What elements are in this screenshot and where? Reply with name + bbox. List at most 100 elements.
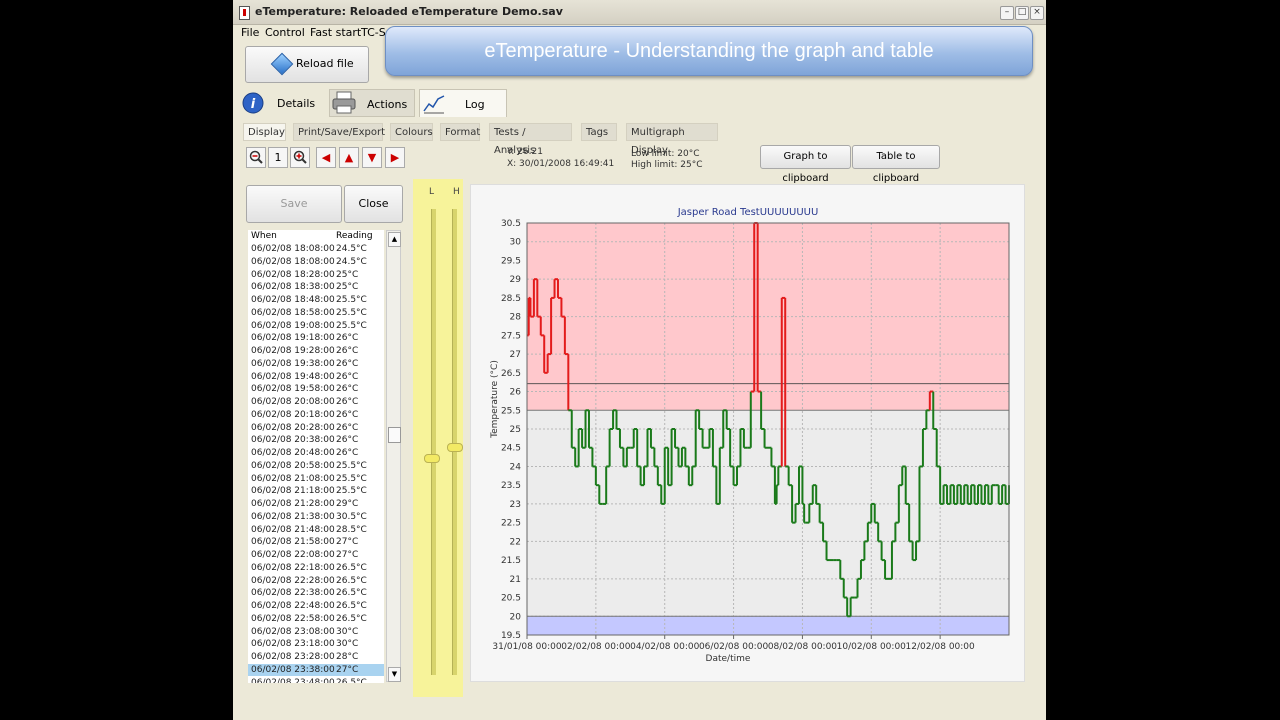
table-row[interactable]: 06/02/08 19:28:00 26°C — [248, 345, 384, 357]
low-limit-slider-handle[interactable] — [424, 454, 440, 463]
table-row[interactable]: 06/02/08 19:58:00 26°C — [248, 383, 384, 395]
subtab-print-save-export[interactable]: Print/Save/Export — [293, 123, 385, 141]
cell-when: 06/02/08 19:48:00 — [251, 371, 335, 382]
zoom-reset-button[interactable]: 1 — [268, 147, 288, 168]
pan-right-button[interactable]: ▶ — [385, 147, 405, 168]
table-row[interactable]: 06/02/08 22:58:00 26.5°C — [248, 613, 384, 625]
temperature-chart[interactable]: 19.5 20 20.5 21 21.5 22 22.5 23 23.5 24 24.5 25 25.5… — [471, 185, 1024, 681]
table-row[interactable]: 06/02/08 20:08:00 26°C — [248, 396, 384, 408]
x-tick-label: 10/02/08 00:00 — [837, 642, 906, 652]
table-row[interactable]: 06/02/08 19:38:00 26°C — [248, 358, 384, 370]
table-row[interactable]: 06/02/08 22:28:00 26.5°C — [248, 575, 384, 587]
x-axis-label: Date/time — [706, 654, 751, 664]
table-row[interactable]: 06/02/08 21:28:00 29°C — [248, 498, 384, 510]
table-row[interactable]: 06/02/08 23:28:00 28°C — [248, 651, 384, 663]
table-row[interactable]: 06/02/08 23:38:00 27°C — [248, 663, 384, 676]
table-row[interactable]: 06/02/08 19:48:00 26°C — [248, 371, 384, 383]
cell-reading: 27°C — [336, 664, 359, 675]
menu-tc-s[interactable]: TC-S — [361, 26, 386, 39]
table-row[interactable]: 06/02/08 21:08:00 25.5°C — [248, 473, 384, 485]
menu-fast-start[interactable]: Fast start — [310, 26, 362, 39]
close-window-button[interactable]: × — [1030, 6, 1044, 20]
subtab-tests-analysis[interactable]: Tests / Analysis — [489, 123, 572, 156]
table-row[interactable]: 06/02/08 20:48:00 26°C — [248, 447, 384, 459]
high-limit-track[interactable] — [452, 209, 457, 675]
readings-table[interactable]: 06/02/08 18:08:00 24.5°C 06/02/08 18:08:00… — [248, 243, 384, 683]
table-row[interactable]: 06/02/08 21:58:00 27°C — [248, 536, 384, 548]
zoom-out-button[interactable] — [246, 147, 266, 168]
pan-down-button[interactable]: ▼ — [362, 147, 382, 168]
y-tick-label: 26 — [510, 388, 522, 398]
subtab-tags[interactable]: Tags — [581, 123, 617, 141]
high-limit-readout: High limit: 25°C — [631, 160, 703, 170]
cell-reading: 24.5°C — [336, 256, 367, 267]
zoom-out-icon — [249, 150, 263, 164]
table-row[interactable]: 06/02/08 20:18:00 26°C — [248, 409, 384, 421]
cell-reading: 25.5°C — [336, 295, 367, 305]
table-row[interactable]: 06/02/08 21:38:00 30.5°C — [248, 511, 384, 523]
cell-reading: 26.5°C — [336, 601, 367, 611]
table-row[interactable]: 06/02/08 18:48:00 25.5°C — [248, 294, 384, 306]
cell-reading: 25.5°C — [336, 486, 367, 497]
subtab-display[interactable]: Display — [243, 123, 286, 141]
zoom-in-button[interactable] — [290, 147, 310, 168]
table-row[interactable]: 06/02/08 18:58:00 25.5°C — [248, 307, 384, 319]
table-row[interactable]: 06/02/08 18:28:00 25°C — [248, 269, 384, 281]
tab-actions[interactable]: Actions — [329, 89, 415, 117]
readings-scrollbar[interactable]: ▲ ▼ — [386, 230, 401, 682]
y-tick-label: 21 — [510, 575, 521, 585]
table-row[interactable]: 06/02/08 22:48:00 26.5°C — [248, 600, 384, 612]
scroll-thumb[interactable] — [388, 427, 401, 443]
y-tick-label: 21.5 — [501, 556, 521, 566]
table-row[interactable]: 06/02/08 20:38:00 26°C — [248, 434, 384, 446]
cell-reading: 27°C — [336, 537, 359, 548]
close-button[interactable]: Close — [344, 185, 403, 223]
cell-reading: 28°C — [336, 652, 359, 662]
low-limit-slider-label: L — [429, 187, 435, 197]
x-tick-label: 04/02/08 00:00 — [630, 642, 699, 652]
tab-details[interactable]: i Details — [237, 89, 327, 117]
table-to-clipboard-button[interactable]: Table to clipboard — [852, 145, 940, 184]
header-when[interactable]: When — [251, 231, 277, 241]
table-row[interactable]: 06/02/08 21:48:00 28.5°C — [248, 524, 384, 536]
table-row[interactable]: 06/02/08 21:18:00 25.5°C — [248, 485, 384, 497]
subtab-multigraph-display[interactable]: Multigraph Display — [626, 123, 718, 156]
cell-reading: 26°C — [336, 435, 359, 446]
low-limit-track[interactable] — [431, 209, 436, 675]
subtab-colours[interactable]: Colours — [390, 123, 433, 141]
cell-when: 06/02/08 21:18:00 — [251, 486, 335, 497]
table-row[interactable]: 06/02/08 20:58:00 25.5°C — [248, 460, 384, 472]
scroll-up-button[interactable]: ▲ — [388, 232, 401, 247]
header-reading[interactable]: Reading — [336, 231, 373, 241]
table-row[interactable]: 06/02/08 23:48:00 26.5°C — [248, 677, 384, 684]
y-tick-label: 25 — [510, 425, 521, 435]
scroll-down-button[interactable]: ▼ — [388, 667, 401, 682]
table-row[interactable]: 06/02/08 19:18:00 26°C — [248, 332, 384, 344]
cell-when: 06/02/08 23:08:00 — [251, 626, 335, 637]
reload-file-button[interactable]: Reload file — [245, 46, 369, 83]
limit-slider-panel: L H — [413, 179, 463, 697]
high-limit-slider-handle[interactable] — [447, 443, 463, 452]
table-row[interactable]: 06/02/08 18:08:00 24.5°C — [248, 256, 384, 268]
cell-reading: 26°C — [336, 358, 359, 369]
pan-up-button[interactable]: ▲ — [339, 147, 359, 168]
table-row[interactable]: 06/02/08 22:08:00 27°C — [248, 549, 384, 561]
table-row[interactable]: 06/02/08 20:28:00 26°C — [248, 422, 384, 434]
x-tick-label: 31/01/08 00:00 — [492, 642, 561, 652]
table-row[interactable]: 06/02/08 22:38:00 26.5°C — [248, 587, 384, 599]
table-row[interactable]: 06/02/08 23:08:00 30°C — [248, 626, 384, 638]
menu-file[interactable]: File — [241, 26, 260, 39]
tab-log[interactable]: Log — [419, 89, 507, 117]
subtab-format[interactable]: Format — [440, 123, 480, 141]
maximize-button[interactable]: □ — [1015, 6, 1029, 20]
minimize-button[interactable]: – — [1000, 6, 1014, 20]
table-row[interactable]: 06/02/08 22:18:00 26.5°C — [248, 562, 384, 574]
table-row[interactable]: 06/02/08 18:38:00 25°C — [248, 281, 384, 293]
graph-to-clipboard-button[interactable]: Graph to clipboard — [760, 145, 851, 184]
menu-control[interactable]: Control — [265, 26, 305, 39]
table-row[interactable]: 06/02/08 18:08:00 24.5°C — [248, 243, 384, 255]
table-row[interactable]: 06/02/08 23:18:00 30°C — [248, 638, 384, 650]
pan-left-button[interactable]: ◀ — [316, 147, 336, 168]
save-button[interactable]: Save — [246, 185, 342, 223]
table-row[interactable]: 06/02/08 19:08:00 25.5°C — [248, 320, 384, 332]
